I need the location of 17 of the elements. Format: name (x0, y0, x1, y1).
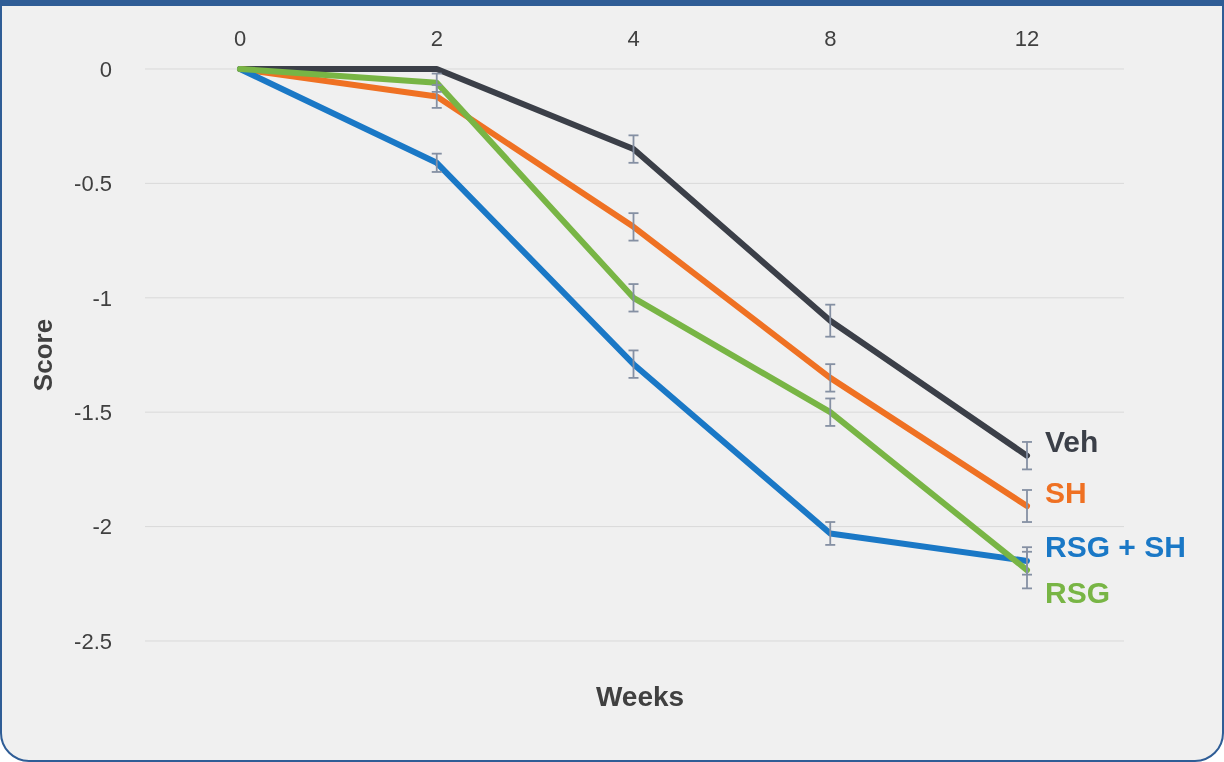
y-tick-label: -2.5 (74, 628, 112, 654)
y-tick-label: -2 (92, 514, 112, 540)
x-axis-title: Weeks (595, 681, 685, 712)
x-tick-label: 8 (824, 25, 837, 51)
x-tick-label: 12 (1014, 25, 1040, 51)
x-tick-label: 4 (627, 25, 640, 51)
y-tick-label: 0 (99, 56, 112, 82)
series-label: Veh (1045, 425, 1099, 459)
series-label: RSG + SH (1045, 530, 1186, 564)
series-label: RSG (1045, 576, 1111, 610)
x-tick-label: 2 (430, 25, 443, 51)
series-label: SH (1045, 475, 1087, 509)
y-tick-label: -1.5 (74, 399, 112, 425)
y-tick-label: -1 (92, 285, 112, 311)
y-axis-title: Score (28, 318, 58, 392)
x-tick-label: 0 (233, 25, 247, 51)
y-tick-label: -0.5 (74, 171, 112, 197)
